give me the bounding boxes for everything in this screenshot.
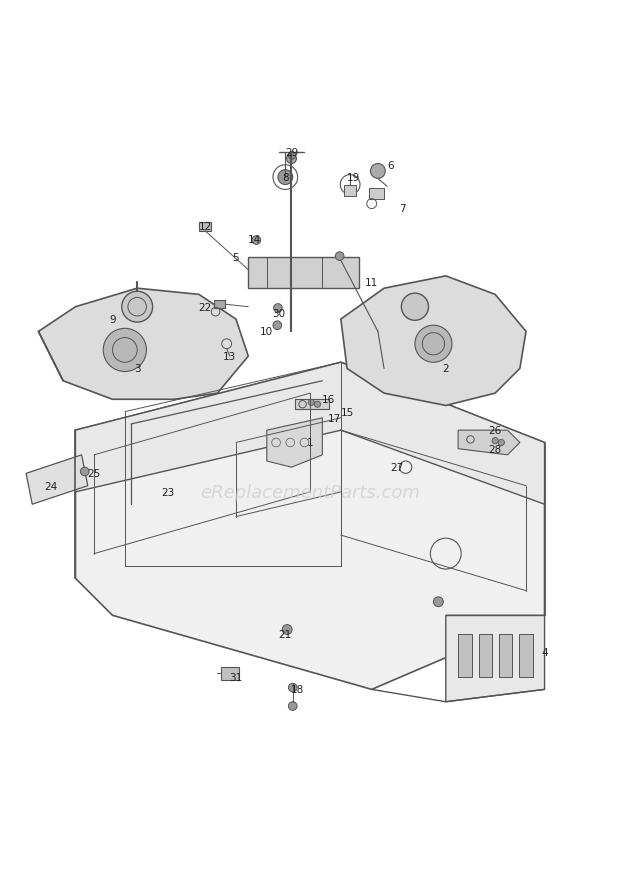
Text: 13: 13: [223, 352, 236, 361]
Circle shape: [122, 292, 153, 323]
Text: 16: 16: [322, 395, 335, 405]
Polygon shape: [446, 616, 544, 702]
Polygon shape: [76, 363, 544, 689]
Text: 5: 5: [232, 253, 239, 263]
Polygon shape: [76, 363, 544, 505]
Circle shape: [492, 438, 498, 444]
Polygon shape: [248, 258, 360, 289]
Bar: [221, 667, 239, 680]
Text: 31: 31: [229, 672, 242, 682]
Text: 12: 12: [198, 222, 211, 232]
Text: 7: 7: [399, 204, 406, 214]
Circle shape: [401, 294, 428, 321]
Circle shape: [498, 440, 505, 446]
Polygon shape: [267, 418, 322, 468]
Text: 23: 23: [161, 487, 175, 497]
Circle shape: [286, 154, 296, 164]
Circle shape: [308, 400, 314, 406]
Text: 21: 21: [278, 629, 292, 639]
Circle shape: [335, 253, 344, 261]
Text: 15: 15: [340, 408, 353, 417]
Bar: [344, 185, 356, 197]
Polygon shape: [341, 276, 526, 406]
Bar: [294, 400, 329, 409]
Text: 22: 22: [198, 302, 211, 313]
Circle shape: [282, 625, 292, 634]
Polygon shape: [26, 455, 88, 505]
Text: 2: 2: [443, 364, 449, 374]
Text: 24: 24: [44, 481, 58, 491]
Polygon shape: [458, 431, 520, 455]
Text: eReplacementParts.com: eReplacementParts.com: [200, 484, 420, 501]
Bar: [519, 634, 533, 677]
Circle shape: [278, 170, 293, 185]
Text: 10: 10: [260, 327, 273, 337]
Circle shape: [433, 597, 443, 607]
Circle shape: [81, 468, 89, 477]
Text: 3: 3: [134, 364, 141, 374]
Text: 30: 30: [273, 308, 286, 319]
Bar: [369, 189, 384, 199]
Circle shape: [273, 322, 281, 330]
Circle shape: [371, 164, 385, 179]
Circle shape: [288, 702, 297, 711]
Text: 19: 19: [347, 173, 360, 183]
Text: 9: 9: [109, 315, 116, 324]
Circle shape: [314, 401, 321, 408]
Circle shape: [273, 304, 282, 313]
Text: 29: 29: [285, 148, 298, 159]
Circle shape: [104, 329, 146, 372]
Circle shape: [252, 237, 260, 245]
Text: 25: 25: [87, 469, 100, 478]
Bar: [499, 634, 513, 677]
Bar: [215, 300, 226, 308]
Text: 14: 14: [248, 235, 261, 245]
Bar: [458, 634, 472, 677]
Text: 1: 1: [307, 438, 313, 448]
Circle shape: [415, 326, 452, 363]
Text: 6: 6: [387, 160, 394, 171]
Text: 18: 18: [291, 685, 304, 695]
Bar: [479, 634, 492, 677]
Circle shape: [288, 683, 297, 692]
Text: 4: 4: [541, 648, 548, 657]
Text: 28: 28: [489, 444, 502, 455]
Text: 17: 17: [328, 414, 342, 424]
Circle shape: [288, 152, 296, 160]
Text: 11: 11: [365, 277, 378, 288]
Text: 8: 8: [282, 173, 289, 183]
Text: 27: 27: [390, 462, 403, 472]
Polygon shape: [38, 289, 248, 400]
Bar: [199, 222, 211, 231]
Text: 26: 26: [489, 425, 502, 436]
